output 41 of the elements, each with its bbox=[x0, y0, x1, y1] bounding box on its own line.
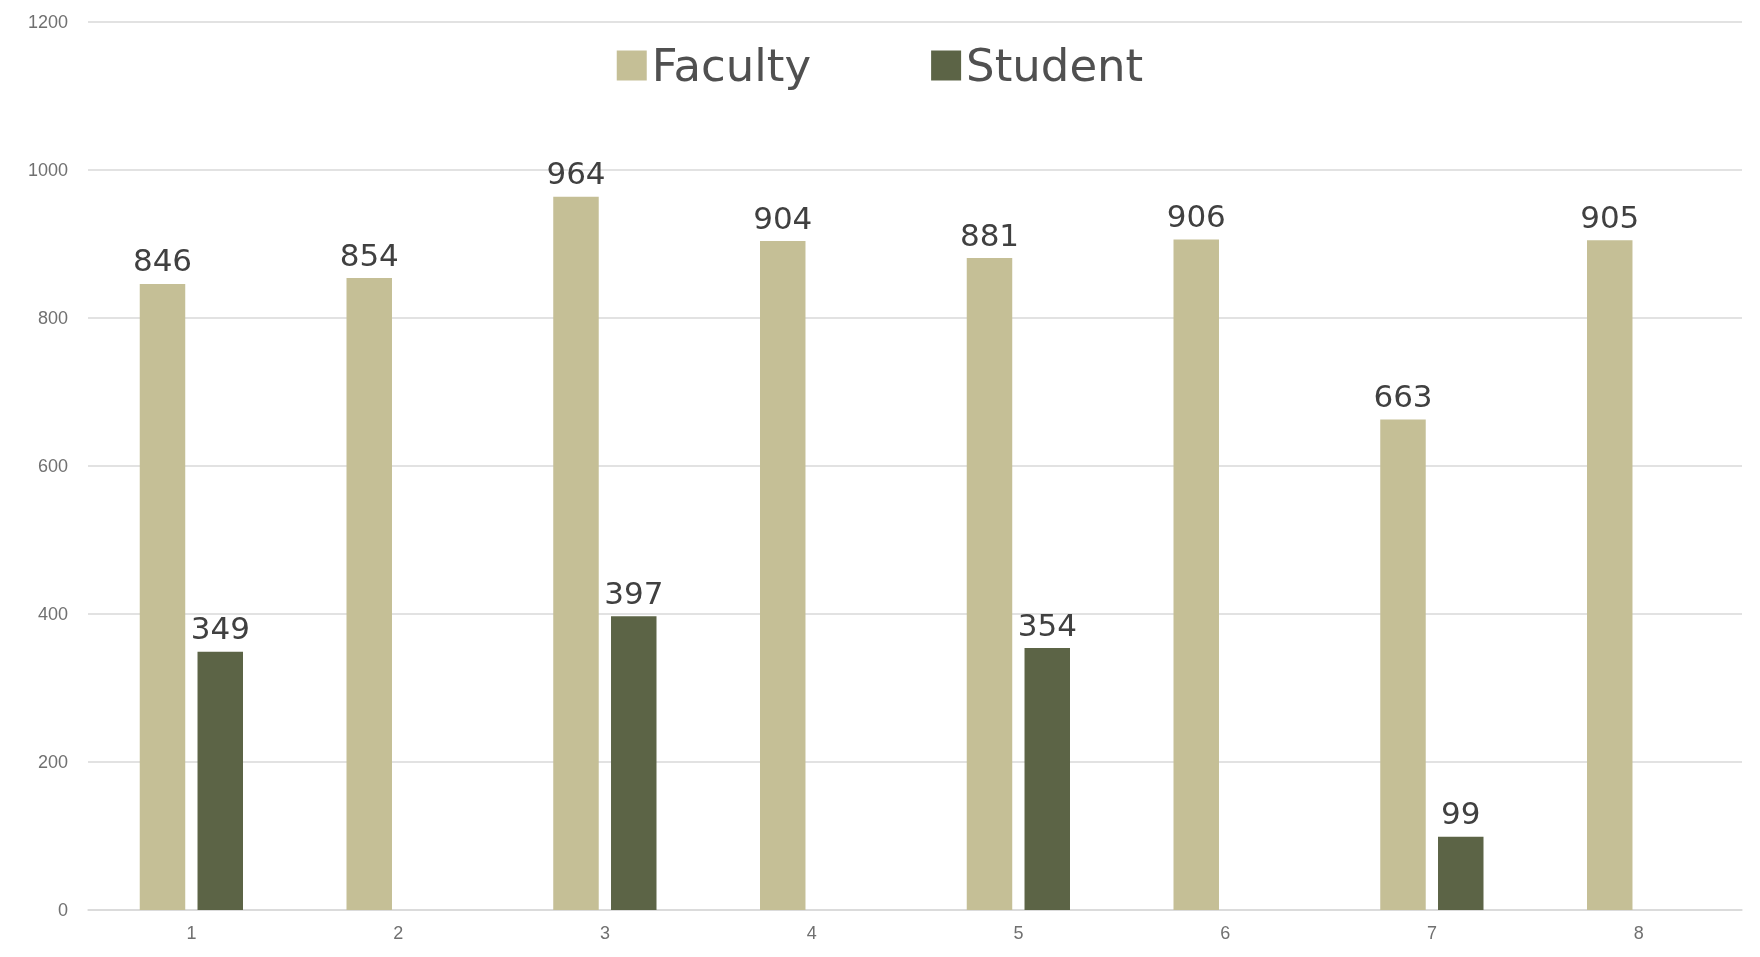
data-label: 397 bbox=[604, 574, 664, 611]
bar bbox=[611, 616, 657, 910]
data-label: 964 bbox=[546, 155, 606, 192]
data-label: 854 bbox=[339, 236, 399, 273]
x-tick-label: 1 bbox=[186, 923, 197, 943]
legend-label: Faculty bbox=[651, 39, 812, 92]
x-tick-label: 3 bbox=[599, 923, 610, 943]
x-tick-label: 4 bbox=[806, 923, 817, 943]
data-label: 905 bbox=[1580, 198, 1640, 235]
bar bbox=[197, 651, 243, 910]
x-tick-label: 6 bbox=[1220, 923, 1231, 943]
y-tick-label: 1200 bbox=[27, 12, 68, 32]
bar bbox=[760, 241, 806, 910]
y-tick-label: 600 bbox=[37, 456, 68, 476]
bar bbox=[1438, 836, 1484, 910]
x-tick-label: 8 bbox=[1633, 923, 1644, 943]
y-tick-label: 400 bbox=[37, 604, 68, 624]
bar bbox=[553, 196, 599, 910]
x-tick-label: 5 bbox=[1013, 923, 1024, 943]
bar bbox=[1380, 419, 1426, 910]
data-label: 99 bbox=[1441, 795, 1481, 832]
y-tick-label: 200 bbox=[37, 752, 68, 772]
data-label: 904 bbox=[753, 199, 813, 236]
bar bbox=[346, 278, 392, 910]
bar bbox=[966, 258, 1013, 910]
data-label: 846 bbox=[132, 242, 193, 279]
legend-label: Student bbox=[966, 39, 1144, 92]
data-label: 349 bbox=[190, 610, 250, 647]
data-label: 906 bbox=[1166, 198, 1226, 235]
bar bbox=[139, 283, 186, 910]
data-label: 354 bbox=[1017, 606, 1077, 643]
y-tick-label: 1000 bbox=[27, 160, 68, 180]
bar bbox=[1173, 239, 1219, 910]
bar bbox=[1024, 648, 1070, 910]
data-label: 881 bbox=[959, 216, 1020, 253]
x-tick-label: 7 bbox=[1426, 923, 1437, 943]
x-tick-label: 2 bbox=[393, 923, 404, 943]
bar bbox=[1587, 240, 1633, 910]
y-tick-label: 0 bbox=[57, 900, 68, 920]
data-label: 663 bbox=[1373, 377, 1433, 414]
y-tick-label: 800 bbox=[37, 308, 68, 328]
